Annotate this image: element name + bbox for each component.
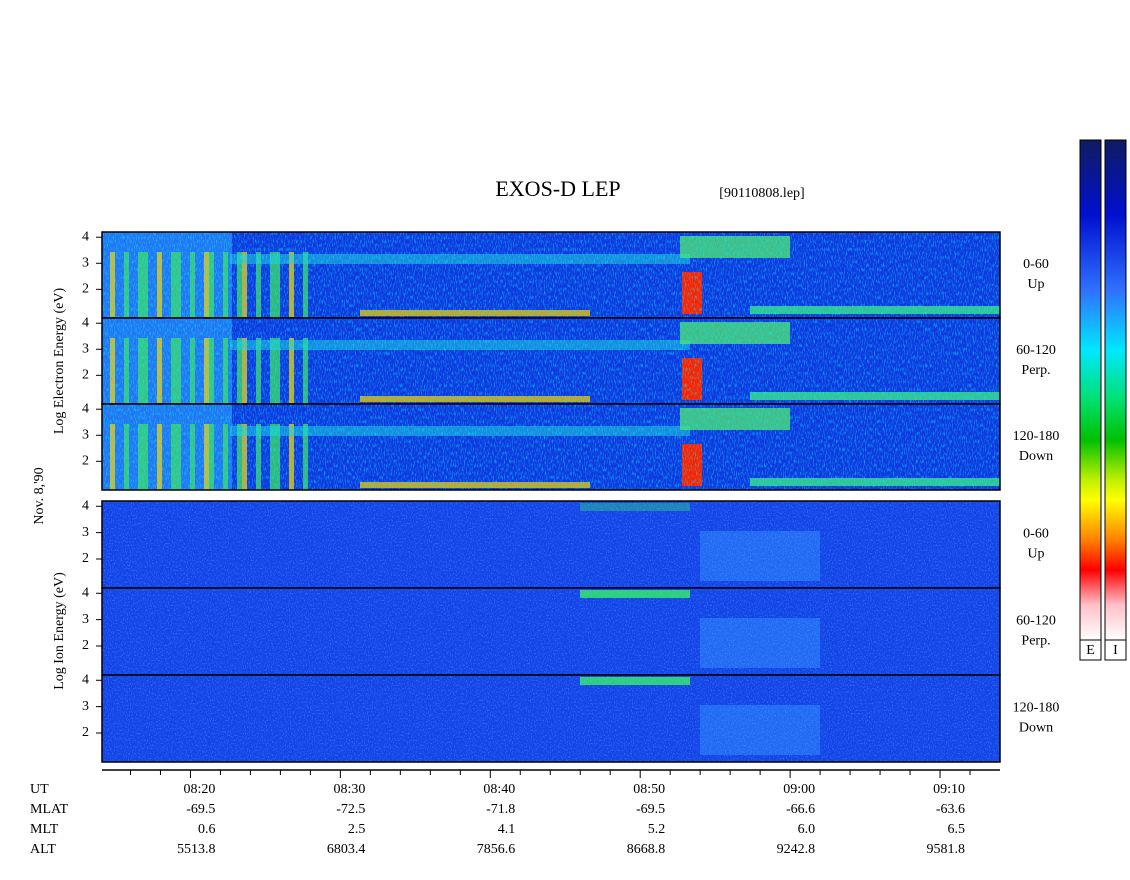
row-name: MLT	[30, 822, 59, 837]
pitch-label: 0-60	[1023, 527, 1049, 542]
y-tick-label: 2	[82, 454, 89, 469]
y-tick-label: 4	[82, 315, 89, 330]
pitch-label: 120-180	[1013, 701, 1060, 716]
x-tick-label: 08:20	[184, 782, 216, 797]
texture	[102, 318, 1000, 404]
panel	[101, 403, 1001, 491]
panel	[101, 317, 1001, 405]
pitch-label: 0-60	[1023, 257, 1049, 272]
panel	[101, 587, 1001, 676]
y-tick-label: 2	[82, 368, 89, 383]
ephemeris-value: 9581.8	[927, 842, 966, 857]
texture	[102, 404, 1000, 490]
pitch-label: 60-120	[1016, 614, 1056, 629]
texture	[102, 232, 1000, 318]
electron-axis-label: Log Electron Energy (eV)	[52, 288, 67, 435]
ephemeris-value: 9242.8	[777, 842, 816, 857]
direction-label: Down	[1019, 449, 1053, 464]
colorbar-e	[1079, 139, 1102, 641]
row-name: ALT	[30, 842, 56, 857]
y-tick-label: 2	[82, 551, 89, 566]
ephemeris-value: 5.2	[648, 822, 666, 837]
ephemeris-value: 5513.8	[177, 842, 216, 857]
direction-label: Up	[1027, 547, 1044, 562]
ephemeris-value: -63.6	[936, 802, 965, 817]
x-tick-label: 09:00	[783, 782, 815, 797]
ephemeris-value: 6.0	[798, 822, 816, 837]
y-tick-label: 3	[82, 427, 89, 442]
y-tick-label: 4	[82, 585, 89, 600]
ephemeris-value: -69.5	[636, 802, 665, 817]
ephemeris-value: 7856.6	[477, 842, 516, 857]
ephemeris-value: -71.8	[486, 802, 515, 817]
pitch-label: 120-180	[1013, 429, 1060, 444]
colorbar-i	[1104, 139, 1127, 641]
texture	[102, 501, 1000, 588]
panel-frame	[101, 674, 1001, 763]
panel-frame	[101, 403, 1001, 491]
pitch-label: 60-120	[1016, 343, 1056, 358]
panel	[101, 500, 1001, 589]
colorbar: E I	[1079, 139, 1127, 661]
y-tick-label: 4	[82, 498, 89, 513]
x-tick-label: 08:30	[333, 782, 365, 797]
ephemeris-value: 4.1	[498, 822, 516, 837]
y-tick-label: 2	[82, 638, 89, 653]
texture	[102, 675, 1000, 762]
y-tick-label: 2	[82, 282, 89, 297]
colorbar-box	[1104, 639, 1127, 661]
y-tick-label: 4	[82, 401, 89, 416]
ephemeris-value: 0.6	[198, 822, 216, 837]
x-tick-label: 09:10	[933, 782, 965, 797]
y-tick-label: 4	[82, 229, 89, 244]
ephemeris-value: 8668.8	[627, 842, 666, 857]
y-tick-label: 3	[82, 525, 89, 540]
panel	[101, 231, 1001, 319]
ion-axis-label: Log Ion Energy (eV)	[52, 572, 67, 690]
ephemeris-value: 2.5	[348, 822, 366, 837]
date-label: Nov. 8,'90	[32, 467, 47, 524]
y-tick-label: 3	[82, 341, 89, 356]
ephemeris-value: -69.5	[186, 802, 215, 817]
colorbar-box	[1079, 639, 1102, 661]
direction-label: Perp.	[1021, 634, 1050, 649]
file-name: [90110808.lep]	[719, 186, 804, 201]
y-tick-label: 3	[82, 699, 89, 714]
ephemeris-value: -66.6	[786, 802, 815, 817]
ephemeris-value: 6803.4	[327, 842, 366, 857]
direction-label: Up	[1027, 277, 1044, 292]
y-tick-label: 3	[82, 255, 89, 270]
chart-title: EXOS-D LEP	[495, 176, 620, 201]
ephemeris-value: -72.5	[336, 802, 365, 817]
y-tick-label: 2	[82, 725, 89, 740]
panel	[101, 674, 1001, 763]
direction-label: Down	[1019, 721, 1053, 736]
ephemeris-value: 6.5	[948, 822, 966, 837]
colorbar-label: I	[1113, 643, 1118, 658]
row-name: UT	[30, 782, 49, 797]
texture	[102, 588, 1000, 675]
y-tick-label: 3	[82, 612, 89, 627]
row-name: MLAT	[30, 802, 69, 817]
direction-label: Perp.	[1021, 363, 1050, 378]
x-tick-label: 08:40	[483, 782, 515, 797]
y-tick-label: 4	[82, 672, 89, 687]
x-tick-label: 08:50	[633, 782, 665, 797]
colorbar-label: E	[1086, 643, 1095, 658]
